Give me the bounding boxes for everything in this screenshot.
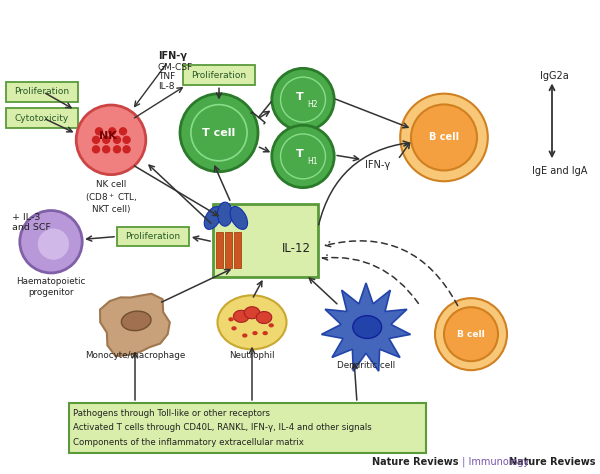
Ellipse shape (242, 333, 247, 337)
Text: H2: H2 (307, 100, 318, 109)
FancyBboxPatch shape (183, 65, 255, 85)
Ellipse shape (218, 295, 287, 349)
Text: T cell: T cell (202, 128, 236, 138)
Text: NK cell
(CD8$^+$ CTL,
NKT cell): NK cell (CD8$^+$ CTL, NKT cell) (85, 180, 137, 214)
Text: | Immunology: | Immunology (596, 456, 600, 467)
Text: Cytotoxicity: Cytotoxicity (15, 114, 69, 122)
Ellipse shape (253, 331, 258, 335)
Ellipse shape (272, 68, 334, 131)
Text: IL-12: IL-12 (282, 242, 311, 255)
Text: NK: NK (98, 131, 116, 141)
Text: T: T (296, 92, 304, 102)
Ellipse shape (232, 326, 236, 330)
FancyBboxPatch shape (117, 227, 189, 246)
Text: Haematopoietic
progenitor: Haematopoietic progenitor (16, 277, 86, 297)
Ellipse shape (272, 125, 334, 188)
Ellipse shape (121, 311, 151, 331)
Text: B cell: B cell (429, 132, 459, 143)
Text: IL-8: IL-8 (158, 82, 175, 91)
Text: Nature Reviews: Nature Reviews (509, 457, 596, 467)
Ellipse shape (269, 323, 274, 328)
Ellipse shape (108, 127, 116, 136)
Ellipse shape (444, 307, 498, 361)
Text: Components of the inflammatory extracellular matrix: Components of the inflammatory extracell… (73, 438, 304, 447)
Text: Proliferation: Proliferation (191, 71, 247, 80)
Text: Activated T cells through CD40L, RANKL, IFN-γ, IL-4 and other signals: Activated T cells through CD40L, RANKL, … (73, 423, 372, 432)
Ellipse shape (435, 298, 507, 370)
Ellipse shape (204, 207, 222, 229)
Ellipse shape (102, 136, 110, 144)
Ellipse shape (92, 145, 100, 154)
Text: GM-CSF: GM-CSF (158, 63, 193, 72)
Ellipse shape (122, 136, 131, 144)
Text: H1: H1 (307, 157, 318, 165)
Text: TNF: TNF (158, 73, 175, 81)
Text: IFN-γ: IFN-γ (158, 51, 187, 61)
Text: Monocyte/macrophage: Monocyte/macrophage (85, 351, 185, 360)
Polygon shape (100, 294, 170, 356)
Text: Nature Reviews: Nature Reviews (372, 457, 458, 467)
Ellipse shape (233, 310, 249, 322)
Ellipse shape (218, 202, 233, 226)
FancyBboxPatch shape (216, 232, 223, 268)
FancyBboxPatch shape (225, 232, 232, 268)
Text: T: T (296, 149, 304, 159)
Ellipse shape (122, 145, 131, 154)
Text: IgG2a: IgG2a (540, 71, 569, 81)
Text: Dendritic cell: Dendritic cell (337, 361, 395, 370)
Ellipse shape (244, 307, 260, 319)
Ellipse shape (256, 311, 272, 324)
Ellipse shape (228, 317, 234, 321)
Ellipse shape (38, 228, 69, 260)
Text: Pathogens through Toll-like or other receptors: Pathogens through Toll-like or other rec… (73, 409, 270, 418)
FancyBboxPatch shape (213, 204, 318, 277)
Text: IgE and IgA: IgE and IgA (532, 165, 587, 176)
Ellipse shape (20, 210, 82, 273)
FancyBboxPatch shape (69, 403, 426, 453)
Text: + IL-3
and SCF: + IL-3 and SCF (12, 213, 51, 232)
Ellipse shape (180, 94, 258, 172)
Ellipse shape (353, 316, 382, 338)
Text: B cell: B cell (457, 330, 485, 338)
Text: IFN-γ: IFN-γ (365, 160, 390, 171)
Ellipse shape (102, 145, 110, 154)
Text: Proliferation: Proliferation (14, 88, 70, 96)
Polygon shape (322, 283, 410, 371)
FancyBboxPatch shape (6, 82, 78, 102)
Ellipse shape (113, 136, 121, 144)
Ellipse shape (76, 105, 146, 174)
Ellipse shape (95, 127, 103, 136)
Ellipse shape (113, 145, 121, 154)
Ellipse shape (92, 136, 100, 144)
Text: Neutrophil: Neutrophil (229, 351, 275, 360)
Ellipse shape (400, 94, 488, 181)
Text: Proliferation: Proliferation (125, 232, 181, 241)
Ellipse shape (230, 207, 248, 229)
FancyBboxPatch shape (6, 108, 78, 128)
Ellipse shape (119, 127, 127, 136)
Ellipse shape (263, 331, 268, 335)
Text: | Immunology: | Immunology (459, 456, 529, 467)
Ellipse shape (411, 104, 477, 171)
FancyBboxPatch shape (234, 232, 241, 268)
